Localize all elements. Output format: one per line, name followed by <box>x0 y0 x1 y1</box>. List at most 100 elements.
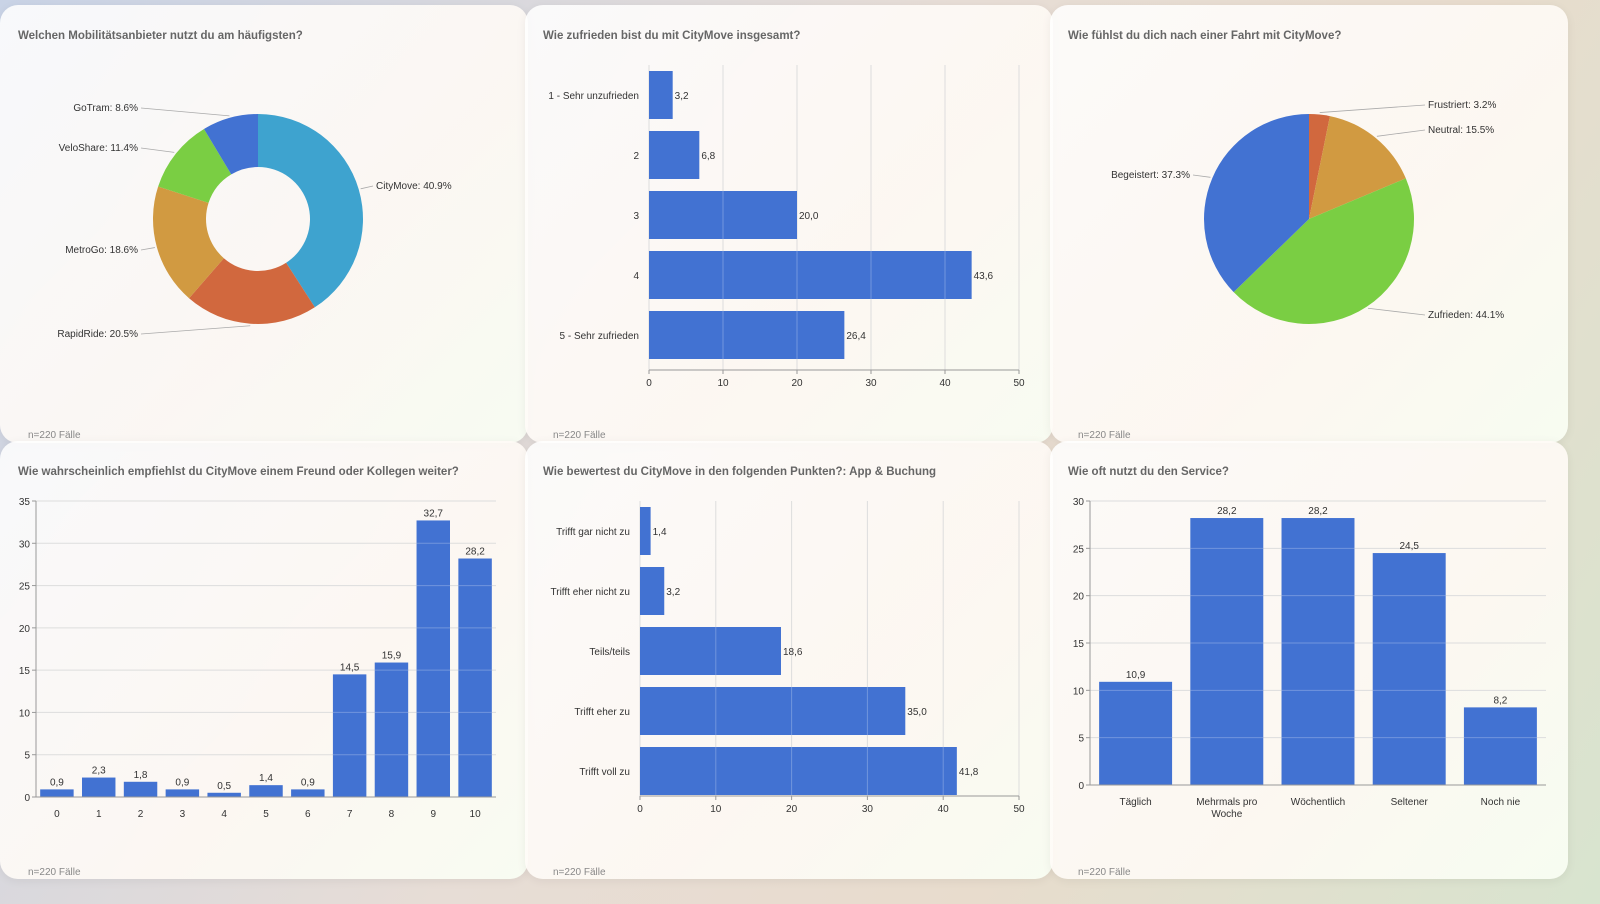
value-label: 35,0 <box>907 707 927 718</box>
value-label: 1,4 <box>653 527 667 538</box>
category-label: 5 <box>263 809 269 820</box>
leader-line <box>1192 174 1211 178</box>
category-label: 8 <box>389 809 395 820</box>
leader-line <box>360 185 374 190</box>
bar <box>374 662 409 797</box>
slice-label: Begeistert: 37.3% <box>1111 170 1190 181</box>
tick-label: 25 <box>1073 544 1085 555</box>
tick-label: 5 <box>1078 734 1084 745</box>
value-label: 41,8 <box>959 767 979 778</box>
value-label: 24,5 <box>1399 541 1419 552</box>
tick-label: 10 <box>710 804 722 815</box>
bar <box>649 191 797 239</box>
category-label: Seltener <box>1391 797 1429 808</box>
tick-label: 10 <box>1073 686 1085 697</box>
value-label: 3,2 <box>666 587 680 598</box>
pie-slice <box>189 258 315 324</box>
value-label: 0,9 <box>50 777 64 788</box>
footnote: n=220 Fälle <box>553 867 606 878</box>
category-label: 6 <box>305 809 311 820</box>
category-label: Täglich <box>1119 797 1151 808</box>
bar <box>649 71 673 119</box>
bar <box>40 789 74 797</box>
pie-slice <box>203 114 258 175</box>
footnote: n=220 Fälle <box>1078 867 1131 878</box>
tick-label: 40 <box>939 378 951 389</box>
chart-satisfaction-svg: 3,2 1 - Sehr unzufrieden 6,8 2 20,0 3 43,6 4 26,… <box>548 65 1025 389</box>
bar <box>640 747 957 795</box>
tick-label: 30 <box>865 378 877 389</box>
bar <box>640 507 651 555</box>
footnote: n=220 Fälle <box>553 430 606 441</box>
tick-label: 0 <box>1078 781 1084 792</box>
value-label: 18,6 <box>783 647 803 658</box>
chart-frequency-svg: 0 5 10 15 20 25 30 10,9 Täglich 28,2 Mehrmals pro W… <box>1073 497 1546 820</box>
tick-label: 20 <box>786 804 798 815</box>
category-label: Teils/teils <box>589 647 630 658</box>
category-label: 2 <box>138 809 144 820</box>
bar <box>649 251 972 299</box>
slice-label: Neutral: 15.5% <box>1428 125 1494 136</box>
bar <box>82 777 116 797</box>
leader-line <box>1376 129 1426 137</box>
bar <box>123 781 158 797</box>
bar <box>640 567 665 615</box>
bar <box>207 792 241 797</box>
value-label: 26,4 <box>846 331 866 342</box>
leader-line <box>140 147 175 153</box>
category-label: Trifft voll zu <box>579 767 630 778</box>
tick-label: 20 <box>19 624 31 635</box>
category-label: Trifft eher zu <box>574 707 630 718</box>
chart-card-frequency: Wie oft nutzt du den Service? 0 5 10 15 20 25… <box>1050 441 1568 879</box>
pie-slice <box>1204 114 1309 293</box>
chart-title: Wie zufrieden bist du mit CityMove insge… <box>543 30 801 42</box>
category-label: 0 <box>54 809 60 820</box>
tick-label: 50 <box>1013 378 1025 389</box>
pie-slice <box>1309 116 1406 219</box>
bar <box>416 520 450 797</box>
tick-label: 0 <box>24 793 30 804</box>
category-label: Noch nie <box>1481 797 1521 808</box>
chart-recommend-svg: 0 5 10 15 20 25 30 35 0,9 0 2,3 1 1,8 2 0,9 3 0,5 4 1,4 5 0,… <box>19 497 496 820</box>
bar <box>1281 518 1355 785</box>
pie-slice <box>258 114 364 308</box>
value-label: 3,2 <box>675 91 689 102</box>
chart-card-satisfaction: Wie zufrieden bist du mit CityMove insge… <box>525 5 1053 443</box>
tick-label: 15 <box>1073 639 1085 650</box>
value-label: 0,9 <box>175 777 189 788</box>
chart-title: Wie fühlst du dich nach einer Fahrt mit … <box>1068 30 1342 42</box>
tick-label: 30 <box>1073 497 1085 508</box>
tick-label: 15 <box>19 666 31 677</box>
tick-label: 30 <box>19 539 31 550</box>
footnote: n=220 Fälle <box>28 430 81 441</box>
pie-slice <box>153 186 224 299</box>
category-label: 4 <box>221 809 227 820</box>
pie-slice <box>1309 114 1330 219</box>
bar <box>291 789 325 797</box>
footnote: n=220 Fälle <box>1078 430 1131 441</box>
category-label: Trifft eher nicht zu <box>551 587 630 598</box>
bar <box>640 627 781 675</box>
pie-slice <box>1233 178 1414 324</box>
tick-label: 25 <box>19 582 31 593</box>
category-label: Trifft gar nicht zu <box>556 527 630 538</box>
category-label: Mehrmals pro Woche <box>1196 797 1258 820</box>
tick-label: 0 <box>646 378 652 389</box>
chart-title: Welchen Mobilitätsanbieter nutzt du am h… <box>18 30 303 42</box>
category-label: 2 <box>633 151 639 162</box>
bar <box>332 674 367 797</box>
value-label: 28,2 <box>465 547 485 558</box>
chart-card-provider: Welchen Mobilitätsanbieter nutzt du am h… <box>0 5 528 443</box>
tick-label: 20 <box>1073 592 1085 603</box>
chart-card-feeling: Wie fühlst du dich nach einer Fahrt mit … <box>1050 5 1568 443</box>
value-label: 8,2 <box>1493 695 1507 706</box>
bar <box>1463 707 1537 785</box>
bar <box>1099 681 1173 785</box>
leader-line <box>140 247 155 251</box>
tick-label: 10 <box>717 378 729 389</box>
leader-line <box>140 325 251 335</box>
bar <box>458 558 492 797</box>
bar <box>249 785 283 797</box>
value-label: 43,6 <box>974 271 994 282</box>
leader-line <box>140 107 230 117</box>
